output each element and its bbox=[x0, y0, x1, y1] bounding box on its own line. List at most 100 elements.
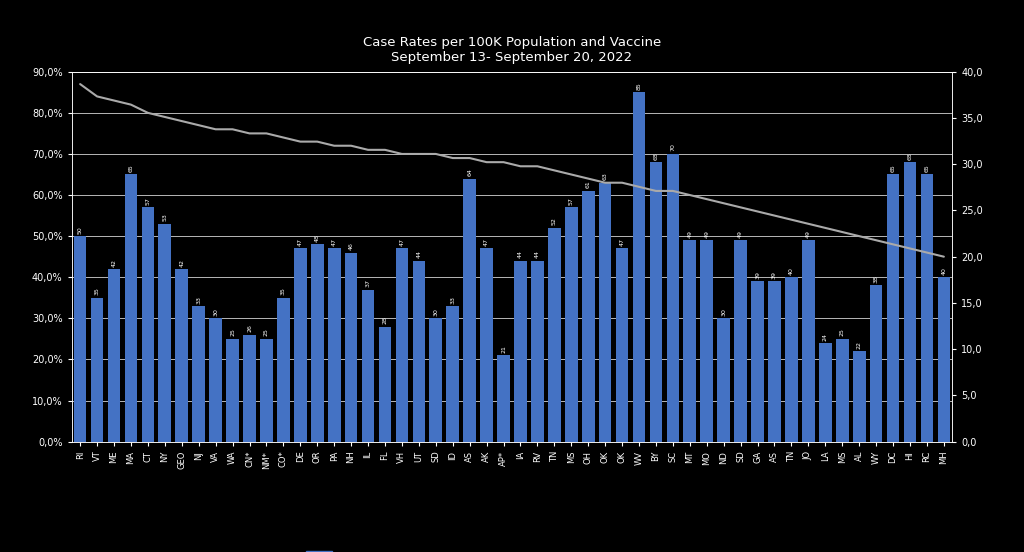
Bar bbox=[311, 245, 324, 442]
Bar bbox=[141, 208, 155, 442]
Text: 42: 42 bbox=[112, 258, 117, 267]
Bar bbox=[734, 240, 746, 442]
Text: 49: 49 bbox=[687, 230, 692, 238]
Text: 47: 47 bbox=[298, 238, 303, 246]
Text: 40: 40 bbox=[788, 267, 794, 275]
Text: 47: 47 bbox=[399, 238, 404, 246]
Bar bbox=[159, 224, 171, 442]
Text: 42: 42 bbox=[179, 258, 184, 267]
Bar bbox=[108, 269, 121, 442]
Bar bbox=[700, 240, 713, 442]
Bar bbox=[599, 183, 611, 442]
Text: 49: 49 bbox=[705, 230, 710, 238]
Bar bbox=[379, 327, 391, 442]
Text: 44: 44 bbox=[417, 250, 421, 258]
Bar bbox=[752, 282, 764, 442]
Text: 47: 47 bbox=[332, 238, 337, 246]
Text: 46: 46 bbox=[348, 242, 353, 250]
Text: 44: 44 bbox=[535, 250, 540, 258]
Text: 30: 30 bbox=[213, 308, 218, 316]
Bar bbox=[175, 269, 188, 442]
Text: 50: 50 bbox=[78, 226, 83, 233]
Bar bbox=[836, 339, 849, 442]
Text: 44: 44 bbox=[518, 250, 523, 258]
Text: 68: 68 bbox=[907, 152, 912, 160]
Text: 53: 53 bbox=[163, 214, 167, 221]
Bar bbox=[429, 319, 442, 442]
Bar bbox=[74, 236, 86, 442]
Bar bbox=[498, 355, 510, 442]
Bar bbox=[193, 306, 205, 442]
Text: 33: 33 bbox=[451, 295, 456, 304]
Bar bbox=[802, 240, 815, 442]
Text: 25: 25 bbox=[230, 328, 236, 336]
Bar bbox=[853, 351, 865, 442]
Bar bbox=[446, 306, 459, 442]
Text: 26: 26 bbox=[247, 325, 252, 332]
Bar bbox=[209, 319, 222, 442]
Bar bbox=[294, 248, 306, 442]
Bar bbox=[278, 298, 290, 442]
Bar bbox=[649, 162, 663, 442]
Text: 25: 25 bbox=[264, 328, 269, 336]
Bar bbox=[480, 248, 493, 442]
Text: 35: 35 bbox=[94, 288, 99, 295]
Text: 39: 39 bbox=[755, 271, 760, 279]
Text: 37: 37 bbox=[366, 279, 371, 287]
Text: 22: 22 bbox=[857, 341, 861, 349]
Bar bbox=[718, 319, 730, 442]
Bar bbox=[345, 253, 357, 442]
Text: 61: 61 bbox=[586, 181, 591, 188]
Text: 63: 63 bbox=[603, 172, 607, 181]
Text: 48: 48 bbox=[314, 234, 319, 242]
Text: 70: 70 bbox=[671, 144, 676, 151]
Text: 30: 30 bbox=[721, 308, 726, 316]
Text: 38: 38 bbox=[873, 275, 879, 283]
Bar bbox=[768, 282, 781, 442]
Bar bbox=[938, 277, 950, 442]
Text: 47: 47 bbox=[484, 238, 489, 246]
Text: 52: 52 bbox=[552, 217, 557, 225]
Bar bbox=[903, 162, 916, 442]
Text: 64: 64 bbox=[467, 168, 472, 176]
Text: 65: 65 bbox=[128, 164, 133, 172]
Text: 39: 39 bbox=[772, 271, 777, 279]
Bar bbox=[683, 240, 696, 442]
Text: 65: 65 bbox=[925, 164, 930, 172]
Legend: Case Rate / 100K Population, Vaccination Rate (Full Vaccination): Case Rate / 100K Population, Vaccination… bbox=[302, 547, 722, 552]
Bar bbox=[328, 248, 341, 442]
Text: 25: 25 bbox=[840, 328, 845, 336]
Bar bbox=[785, 277, 798, 442]
Text: 57: 57 bbox=[568, 197, 573, 205]
Text: 49: 49 bbox=[806, 230, 811, 238]
Text: 28: 28 bbox=[383, 316, 387, 324]
Text: 35: 35 bbox=[281, 288, 286, 295]
Bar bbox=[582, 191, 595, 442]
Text: 57: 57 bbox=[145, 197, 151, 205]
Bar bbox=[531, 261, 544, 442]
Bar bbox=[633, 92, 645, 442]
Text: 68: 68 bbox=[653, 152, 658, 160]
Bar bbox=[226, 339, 239, 442]
Text: 47: 47 bbox=[620, 238, 625, 246]
Bar bbox=[125, 174, 137, 442]
Bar bbox=[615, 248, 629, 442]
Text: 49: 49 bbox=[738, 230, 743, 238]
Bar bbox=[887, 174, 899, 442]
Bar bbox=[921, 174, 933, 442]
Bar bbox=[667, 154, 679, 442]
Text: 40: 40 bbox=[941, 267, 946, 275]
Bar bbox=[413, 261, 425, 442]
Text: 85: 85 bbox=[637, 82, 641, 90]
Bar bbox=[91, 298, 103, 442]
Text: 33: 33 bbox=[197, 295, 201, 304]
Text: 65: 65 bbox=[891, 164, 896, 172]
Bar bbox=[361, 290, 375, 442]
Bar bbox=[548, 228, 561, 442]
Bar bbox=[463, 179, 476, 442]
Bar bbox=[514, 261, 526, 442]
Bar bbox=[243, 335, 256, 442]
Text: 30: 30 bbox=[433, 308, 438, 316]
Text: 21: 21 bbox=[501, 345, 506, 353]
Bar bbox=[395, 248, 409, 442]
